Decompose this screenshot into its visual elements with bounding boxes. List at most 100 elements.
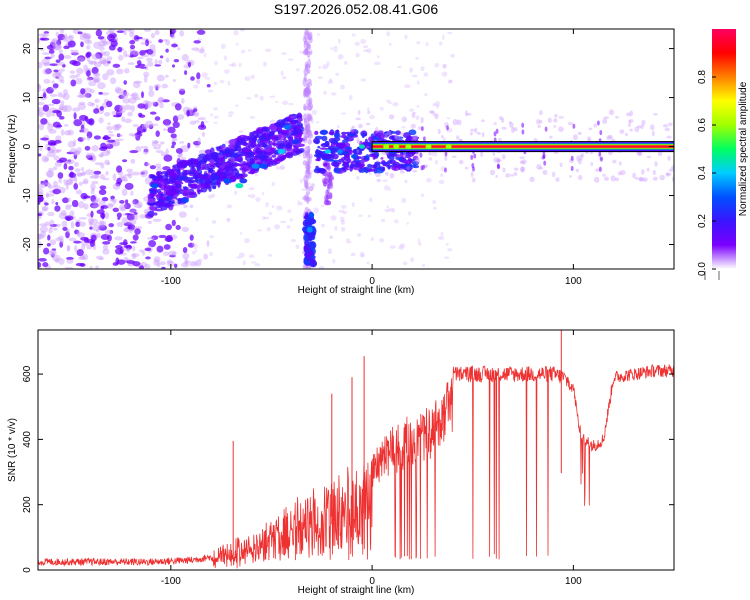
ramp-blob: [247, 151, 255, 159]
noise-blob: [247, 194, 251, 198]
noise-blob: [83, 32, 91, 40]
noise-blob: [82, 253, 89, 261]
noise-blob: [392, 102, 399, 107]
noise-blob: [261, 191, 265, 196]
noise-blob: [374, 61, 381, 66]
ramp-blob: [261, 133, 267, 138]
noise-blob: [171, 219, 176, 227]
tone-side-blob: [521, 129, 525, 135]
noise-blob: [85, 169, 94, 176]
noise-blob: [192, 242, 196, 247]
tone-side-blob: [668, 168, 674, 172]
noise-blob: [48, 227, 53, 234]
noise-blob: [89, 202, 99, 209]
noise-blob: [76, 232, 86, 238]
noise-blob: [54, 205, 61, 212]
noise-blob: [163, 244, 171, 250]
noise-blob: [74, 168, 81, 173]
tone-side-blob: [410, 123, 416, 129]
noise-blob: [77, 55, 86, 62]
noise-blob: [189, 234, 194, 241]
noise-blob: [448, 79, 453, 84]
tone-side-blob: [654, 160, 658, 167]
ramp-blob: [249, 157, 254, 165]
noise-blob: [116, 221, 124, 228]
noise-blob: [131, 253, 137, 260]
noise-blob: [174, 263, 178, 269]
noise-blob: [358, 214, 363, 217]
noise-blob: [96, 209, 105, 215]
tone-side-blob: [628, 120, 632, 125]
ramp-blob: [158, 196, 167, 200]
noise-blob: [144, 161, 149, 167]
ramp-blob: [220, 149, 224, 154]
noise-blob: [55, 71, 63, 75]
noise-blob: [196, 78, 201, 85]
noise-blob: [187, 242, 195, 248]
tone-onset-blob: [411, 161, 420, 166]
noise-blob: [105, 170, 109, 176]
noise-blob: [52, 109, 61, 114]
noise-blob: [57, 172, 64, 179]
noise-blob: [97, 36, 105, 40]
tone-side-blob: [552, 171, 556, 178]
tone-onset-blob: [395, 130, 401, 136]
noise-blob: [133, 211, 138, 215]
noise-blob: [42, 262, 49, 268]
noise-blob: [148, 239, 157, 248]
drop-streak: [307, 138, 313, 145]
noise-blob: [116, 68, 124, 75]
tone-onset-blob: [393, 165, 399, 171]
noise-blob: [85, 52, 91, 59]
noise-blob: [47, 211, 55, 217]
drop-blob: [327, 183, 334, 190]
noise-blob: [318, 66, 322, 69]
tone-onset-blob: [319, 130, 328, 135]
noise-blob: [38, 107, 44, 114]
noise-blob: [53, 44, 62, 50]
noise-blob: [81, 244, 86, 251]
noise-blob: [444, 256, 450, 259]
tone-onset-spot: [405, 144, 412, 150]
noise-blob: [386, 205, 389, 209]
tone-onset-blob: [350, 160, 359, 167]
noise-blob: [73, 175, 78, 184]
noise-blob: [81, 127, 89, 134]
noise-blob: [146, 48, 154, 55]
noise-blob: [121, 217, 129, 224]
noise-blob: [379, 106, 384, 111]
noise-blob: [110, 198, 117, 202]
tone-onset-spot: [359, 144, 365, 149]
noise-blob: [282, 100, 289, 106]
noise-blob: [55, 201, 59, 206]
ramp-blob: [248, 144, 255, 149]
noise-blob: [148, 124, 154, 130]
y-tick-label: 400: [22, 431, 33, 448]
noise-blob: [80, 236, 89, 241]
noise-blob: [273, 224, 281, 230]
noise-blob: [130, 190, 134, 196]
tone-side-blob: [620, 169, 626, 176]
tone-side-blob: [615, 115, 619, 119]
noise-blob: [40, 182, 50, 186]
noise-blob: [207, 89, 214, 93]
drop-streak: [307, 133, 314, 139]
ramp-blob: [210, 178, 217, 186]
noise-blob: [42, 206, 48, 212]
tone-side-blob: [519, 156, 525, 159]
tone-side-blob: [383, 135, 388, 140]
tone-onset-spot: [393, 144, 400, 150]
noise-blob: [49, 239, 57, 246]
noise-blob: [76, 94, 86, 98]
noise-blob: [78, 181, 83, 187]
noise-blob: [38, 200, 41, 205]
ramp-blob: [166, 169, 173, 174]
noise-blob: [39, 145, 43, 152]
noise-blob: [132, 50, 139, 56]
ramp-blob: [217, 170, 222, 175]
tone-band: [372, 145, 674, 148]
noise-blob: [102, 59, 110, 67]
tone-side-blob: [374, 126, 379, 134]
noise-blob: [220, 43, 226, 50]
ramp-blob: [180, 160, 188, 167]
